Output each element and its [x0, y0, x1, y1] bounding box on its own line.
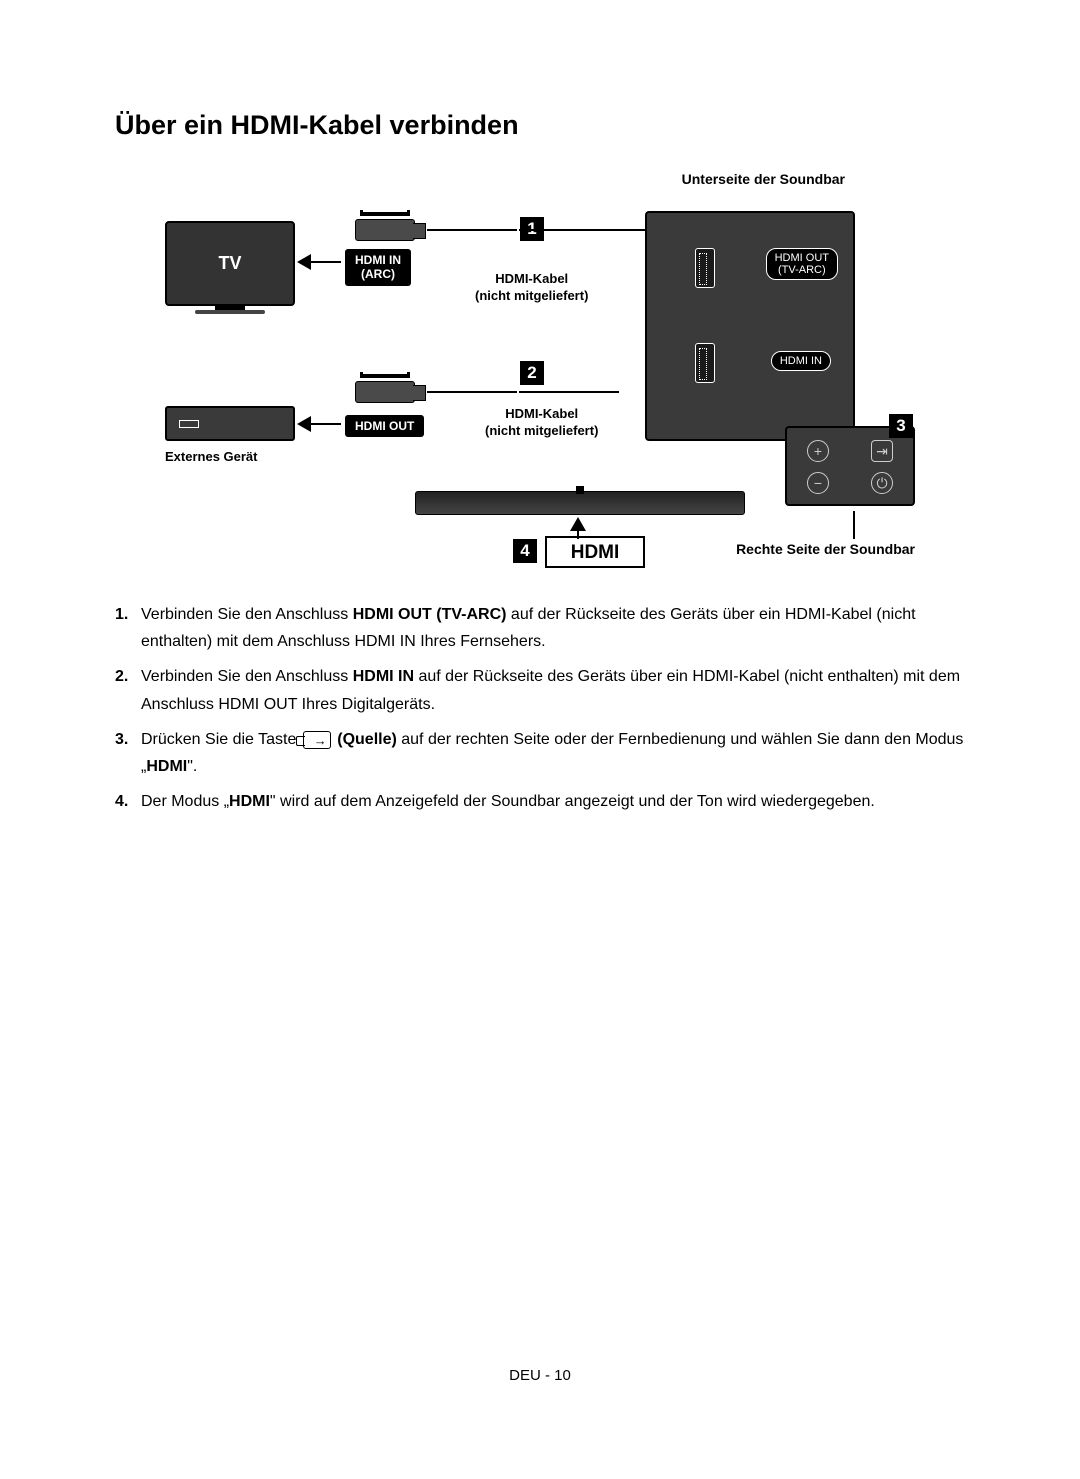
soundbar-side-panel: + − ⇥ ⏻ — [785, 426, 915, 506]
step-1: 1. Verbinden Sie den Anschluss HDMI OUT … — [115, 601, 965, 655]
hdmi-connector-1 — [355, 219, 415, 241]
hdmi-in-label: HDMI IN — [771, 351, 831, 371]
volume-up-button: + — [807, 440, 829, 462]
step-2: 2. Verbinden Sie den Anschluss HDMI IN a… — [115, 663, 965, 717]
soundbar-back-panel: HDMI OUT (TV-ARC) HDMI IN — [645, 211, 855, 441]
hdmi-connector-2 — [355, 381, 415, 403]
arrow-to-tv — [297, 254, 311, 270]
marker-4: 4 — [513, 539, 537, 563]
caption-soundbar-right: Rechte Seite der Soundbar — [736, 541, 915, 557]
tv-base — [195, 310, 265, 314]
connection-diagram: Unterseite der Soundbar TV HDMI IN (ARC)… — [165, 171, 915, 571]
cable-2 — [427, 391, 517, 393]
caption-soundbar-bottom: Unterseite der Soundbar — [682, 171, 845, 187]
soundbar-display: HDMI — [545, 536, 645, 568]
page-footer: DEU - 10 — [0, 1367, 1080, 1384]
tv-label: TV — [218, 253, 241, 273]
power-button: ⏻ — [871, 472, 893, 494]
leader-line-right — [853, 511, 855, 539]
hdmi-out-label: HDMI OUT (TV-ARC) — [766, 248, 838, 280]
hdmi-in-port — [695, 343, 715, 383]
ext-port-label: HDMI OUT — [345, 415, 424, 437]
cable1-label: HDMI-Kabel (nicht mitgeliefert) — [475, 271, 588, 305]
marker-2: 2 — [520, 361, 544, 385]
tv-port-label: HDMI IN (ARC) — [345, 249, 411, 286]
tv-device: TV — [165, 221, 295, 306]
line-tv — [311, 261, 341, 263]
cable2-label: HDMI-Kabel (nicht mitgeliefert) — [485, 406, 598, 440]
source-icon — [303, 731, 331, 749]
external-device-label: Externes Gerät — [165, 449, 258, 464]
instruction-list: 1. Verbinden Sie den Anschluss HDMI OUT … — [115, 601, 965, 815]
cable2-to-panel — [519, 391, 619, 393]
marker-3: 3 — [889, 414, 913, 438]
external-device — [165, 406, 295, 441]
arrow-to-ext — [297, 416, 311, 432]
cable1-to-panel — [519, 229, 645, 231]
volume-down-button: − — [807, 472, 829, 494]
page-title: Über ein HDMI-Kabel verbinden — [115, 110, 965, 141]
line-ext — [311, 423, 341, 425]
hdmi-out-port — [695, 248, 715, 288]
source-button: ⇥ — [871, 440, 893, 462]
soundbar-front — [415, 491, 745, 515]
step-4: 4. Der Modus „HDMI" wird auf dem Anzeige… — [115, 788, 965, 815]
cable-1 — [427, 229, 517, 231]
step-3: 3. Drücken Sie die Taste (Quelle) auf de… — [115, 726, 965, 780]
